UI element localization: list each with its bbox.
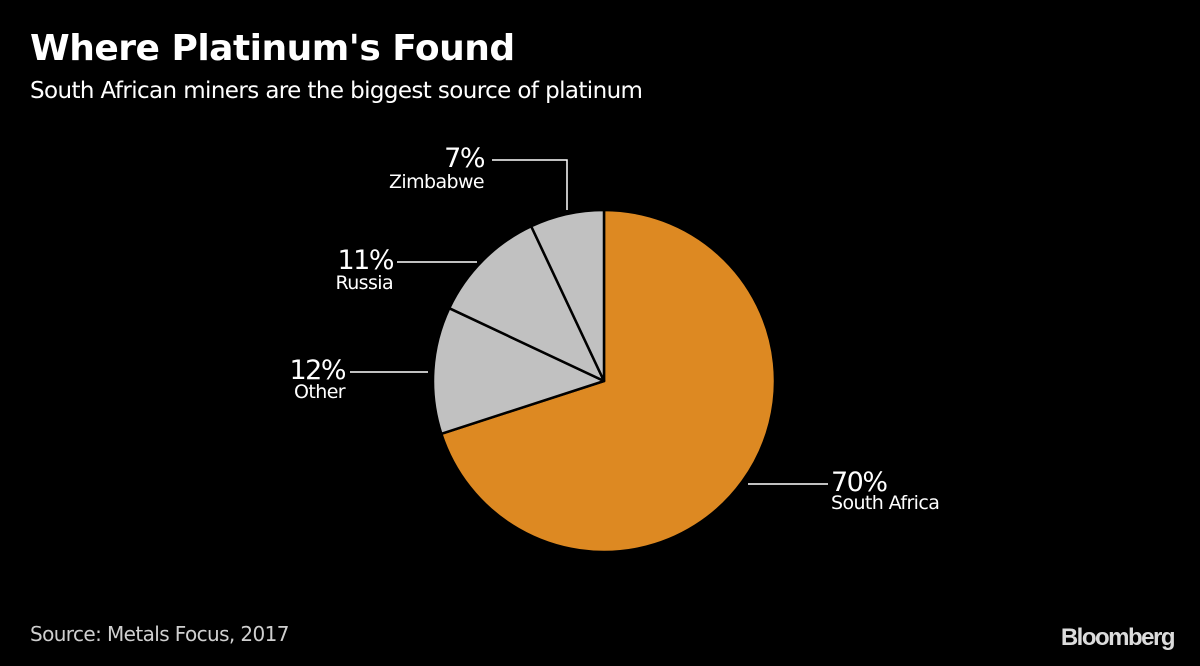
- data-label-zimbabwe-value: 7%: [444, 143, 485, 174]
- chart-subtitle: South African miners are the biggest sou…: [30, 78, 643, 104]
- data-label-south-africa: South Africa: [831, 492, 939, 514]
- bloomberg-logo: Bloomberg: [1060, 624, 1176, 651]
- pie-slice-russia: [448, 225, 606, 383]
- data-label-south-africa-value: 70%: [831, 467, 887, 498]
- pie-slice-zimbabwe: [529, 208, 606, 383]
- data-label-other: Other: [294, 381, 346, 403]
- chart-title: Where Platinum's Found: [30, 28, 515, 69]
- data-label-other-value: 12%: [289, 355, 345, 386]
- source-note: Source: Metals Focus, 2017: [30, 622, 290, 646]
- data-label-russia: Russia: [335, 272, 393, 294]
- pie-slice-south-africa: [440, 208, 777, 554]
- data-label-zimbabwe: Zimbabwe: [389, 171, 484, 193]
- data-label-russia-value: 11%: [337, 245, 393, 276]
- leader-line-zimbabwe: [492, 159, 568, 210]
- pie-slice-other: [431, 306, 606, 436]
